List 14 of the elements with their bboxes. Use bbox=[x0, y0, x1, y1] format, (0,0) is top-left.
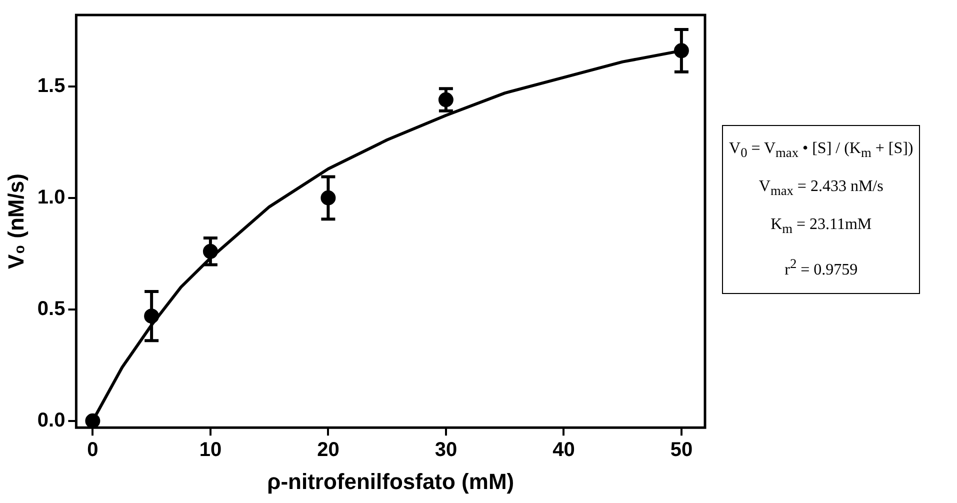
y-tick-label: 0.5 bbox=[37, 298, 66, 320]
equation-box: V$_{0}$ = V$_{max}$ • [S] / (K$_{m}$ + [S]) V$_{max}$ = 2.433 nM/s K$_{m}$ = 23.11mM r$^{2}$ = 0.9759 bbox=[722, 125, 920, 294]
x-axis-title: ρ-nitrofenilfosfato (mM) bbox=[267, 468, 514, 494]
y-axis-title: V₀ (nM/s) bbox=[3, 174, 28, 270]
x-tick-label: 30 bbox=[434, 439, 458, 462]
x-tick-label: 0 bbox=[87, 439, 98, 462]
x-tick-label: 10 bbox=[199, 439, 222, 462]
x-tick-label: 50 bbox=[670, 439, 693, 462]
x-tick-label: 40 bbox=[552, 439, 575, 462]
x-tick-label: 20 bbox=[317, 439, 340, 462]
y-tick-label: 0.0 bbox=[37, 409, 66, 432]
y-tick-label: 1.5 bbox=[37, 74, 66, 97]
point bbox=[85, 413, 100, 428]
y-tick-label: 1.0 bbox=[37, 186, 66, 208]
